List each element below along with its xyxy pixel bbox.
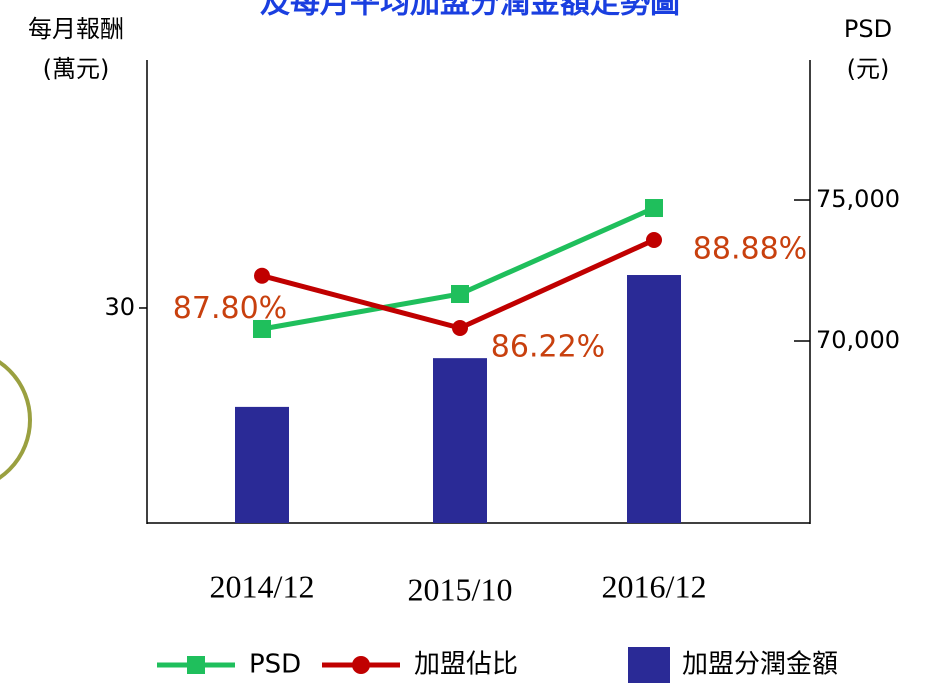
marker	[645, 199, 663, 218]
y-axis-label: (萬元)	[43, 55, 110, 83]
y2-axis-label: (元)	[847, 55, 890, 83]
data-label: 88.88%	[693, 232, 807, 267]
legend-marker	[352, 656, 370, 674]
marker	[452, 320, 468, 336]
marker	[253, 319, 271, 338]
marker	[646, 232, 662, 248]
y-axis-label: 每月報酬	[28, 15, 124, 43]
marker	[451, 284, 469, 303]
legend-label: 加盟佔比	[414, 650, 518, 680]
marker	[254, 267, 270, 284]
y2-tick-label: 70,000	[816, 326, 900, 354]
data-label: 87.80%	[173, 291, 287, 326]
x-tick-label: 2015/10	[408, 571, 513, 607]
decoration	[0, 360, 32, 480]
legend-label: PSD	[249, 650, 301, 680]
x-tick-label: 2014/12	[210, 568, 315, 604]
legend-swatch	[628, 647, 670, 683]
y2-axis-label: PSD	[844, 15, 892, 43]
y-tick-label: 30	[104, 293, 135, 321]
legend-marker	[187, 656, 205, 674]
bar	[433, 358, 487, 523]
chart-title: 及每月平均加盟分潤金額走勢圖	[260, 0, 680, 21]
data-label: 86.22%	[491, 330, 605, 365]
bar	[235, 406, 289, 523]
legend-label: 加盟分潤金額	[682, 650, 838, 680]
bar	[627, 275, 681, 523]
y2-tick-label: 75,000	[816, 185, 900, 213]
x-tick-label: 2016/12	[602, 568, 707, 604]
